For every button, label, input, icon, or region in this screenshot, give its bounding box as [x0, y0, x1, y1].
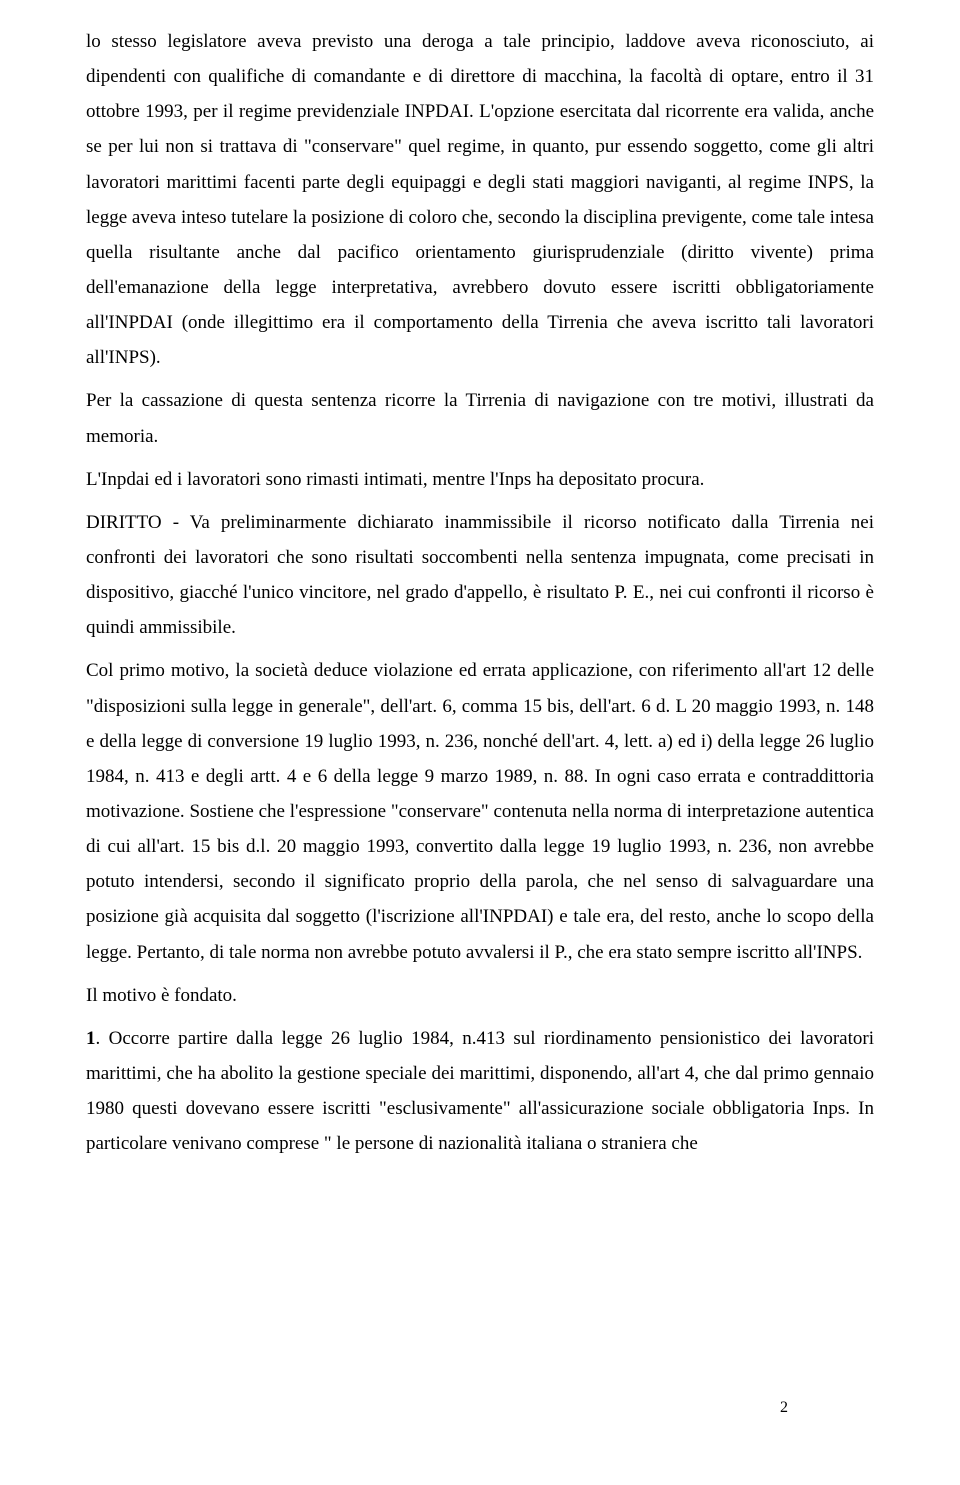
page-number: 2: [780, 1399, 788, 1417]
body-paragraph: lo stesso legislatore aveva previsto una…: [86, 24, 874, 375]
paragraph-number: 1: [86, 1028, 96, 1049]
body-paragraph: L'Inpdai ed i lavoratori sono rimasti in…: [86, 462, 874, 497]
body-paragraph: Il motivo è fondato.: [86, 978, 874, 1013]
body-paragraph: Col primo motivo, la società deduce viol…: [86, 653, 874, 969]
body-paragraph-numbered: 1. Occorre partire dalla legge 26 luglio…: [86, 1021, 874, 1162]
document-page: lo stesso legislatore aveva previsto una…: [86, 24, 874, 1445]
body-paragraph: DIRITTO - Va preliminarmente dichiarato …: [86, 505, 874, 646]
body-paragraph: Per la cassazione di questa sentenza ric…: [86, 383, 874, 453]
paragraph-body: . Occorre partire dalla legge 26 luglio …: [86, 1028, 874, 1154]
